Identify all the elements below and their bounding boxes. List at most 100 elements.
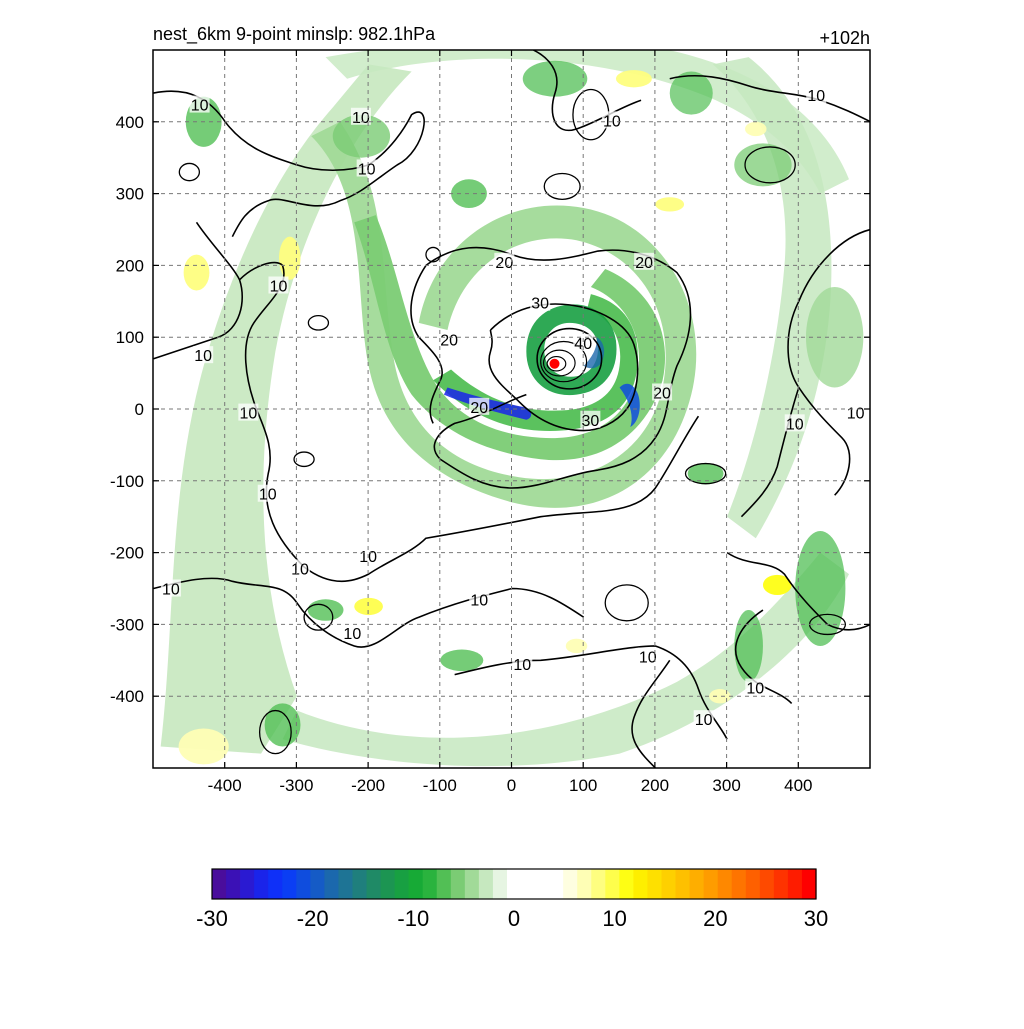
colorbar-tick-label: 30 <box>804 906 828 931</box>
colorbar-swatch <box>633 869 649 899</box>
shade-eyewall-green <box>433 294 638 431</box>
contour-10-northwest <box>153 90 425 238</box>
colorbar-swatch <box>563 869 578 899</box>
y-tick-label: -300 <box>110 615 144 634</box>
colorbar-swatch <box>506 869 522 899</box>
shade-positive-cell <box>655 197 685 212</box>
colorbar-swatch <box>380 869 396 899</box>
colorbar-tick-label: -30 <box>196 906 228 931</box>
contour-label-bg <box>257 484 278 502</box>
colorbar-swatch <box>282 869 297 899</box>
x-tick-label: -400 <box>208 776 242 795</box>
colorbar-swatch <box>268 869 283 899</box>
shade-positive-cell <box>762 574 792 595</box>
x-tick-label: 300 <box>712 776 740 795</box>
contour-label: 30 <box>531 296 549 313</box>
contour-cell <box>293 451 315 468</box>
shade-positive-cell <box>278 236 301 280</box>
contour-label-bg <box>845 403 866 421</box>
contour-label: 10 <box>847 406 865 423</box>
colorbar-swatch <box>338 869 354 899</box>
contour-cell <box>307 315 330 331</box>
contour-40 <box>536 327 603 390</box>
contour-label-bg <box>189 95 210 113</box>
colorbar-swatch <box>492 869 508 899</box>
colorbar-swatch <box>591 869 606 899</box>
shade-cell <box>669 71 713 115</box>
y-tick-label: -200 <box>110 544 144 563</box>
contour-label-bg <box>530 293 551 311</box>
contour-10-west <box>153 221 700 582</box>
contour-20 <box>410 246 692 489</box>
contour-cell <box>303 603 334 631</box>
y-tick-label: 0 <box>135 400 144 419</box>
colorbar-swatch <box>787 869 803 899</box>
y-tick-label: 400 <box>116 113 144 132</box>
shade-cell <box>332 114 391 158</box>
contour-label: 30 <box>581 413 599 430</box>
shade-positive-cell <box>615 70 652 88</box>
shade-cell <box>522 60 588 97</box>
contour-label: 10 <box>358 161 376 178</box>
colorbar-swatch <box>661 869 677 899</box>
x-tick-label: 400 <box>784 776 812 795</box>
colorbar-swatch <box>422 869 438 899</box>
colorbar-swatch <box>226 869 241 899</box>
contour-label-bg <box>342 624 363 642</box>
shade-cell <box>307 599 344 621</box>
contour-label-bg <box>356 159 377 177</box>
colorbar-tick-label: -20 <box>297 906 329 931</box>
colorbar-swatch <box>464 869 480 899</box>
y-tick-label: 100 <box>116 328 144 347</box>
contour-label-bg <box>745 678 766 696</box>
shade-cell <box>440 649 484 672</box>
x-tick-label: 0 <box>507 776 516 795</box>
contour-cell <box>604 584 649 622</box>
shade-positive-cell <box>745 121 767 137</box>
contour-cell <box>543 172 581 200</box>
shade-positive-cell <box>709 689 731 704</box>
shade-cell <box>687 462 724 485</box>
contour-10-east <box>740 228 870 518</box>
contour-label: 10 <box>513 657 531 674</box>
x-tick-label: -300 <box>279 776 313 795</box>
shade-cell <box>734 610 763 682</box>
contour-label-bg <box>238 403 259 421</box>
colorbar-swatch <box>745 869 761 899</box>
shade-cell <box>264 703 301 747</box>
contour-label-bg <box>289 559 310 577</box>
colorbar-swatch <box>521 869 536 899</box>
contour-label-bg <box>193 346 214 364</box>
contour-label: 10 <box>639 650 657 667</box>
contour-label-bg <box>512 654 533 672</box>
y-tick-label: 300 <box>116 185 144 204</box>
colorbar-swatch <box>394 869 410 899</box>
shade-positive-cell <box>354 597 383 616</box>
colorbar-swatch <box>577 869 592 899</box>
contour-label-bg <box>469 397 490 415</box>
contour-label: 10 <box>695 712 713 729</box>
x-tick-label: -200 <box>351 776 385 795</box>
contour-cell <box>744 146 796 184</box>
contour-label: 20 <box>653 385 671 402</box>
contour-inner-3 <box>546 356 567 372</box>
colorbar-swatch <box>549 869 564 899</box>
contour-label: 10 <box>191 98 209 115</box>
colorbar-swatch <box>535 869 550 899</box>
shade-positive-cell <box>183 254 210 291</box>
contour-label-bg <box>652 383 673 401</box>
shade-positive-cell <box>178 728 229 765</box>
contour-label: 10 <box>470 592 488 609</box>
colorbar-tick-label: -10 <box>397 906 429 931</box>
contour-label-bg <box>160 579 181 597</box>
chart-title-left: nest_6km 9-point minslp: 982.1hPa <box>153 24 436 45</box>
colorbar-swatch <box>731 869 747 899</box>
contour-label-bg <box>637 647 658 665</box>
contour-label-bg <box>268 276 289 294</box>
colorbar-swatch <box>619 869 634 899</box>
contour-cell <box>258 709 292 755</box>
contour-inner-1 <box>540 340 588 383</box>
colorbar-swatch <box>240 869 255 899</box>
